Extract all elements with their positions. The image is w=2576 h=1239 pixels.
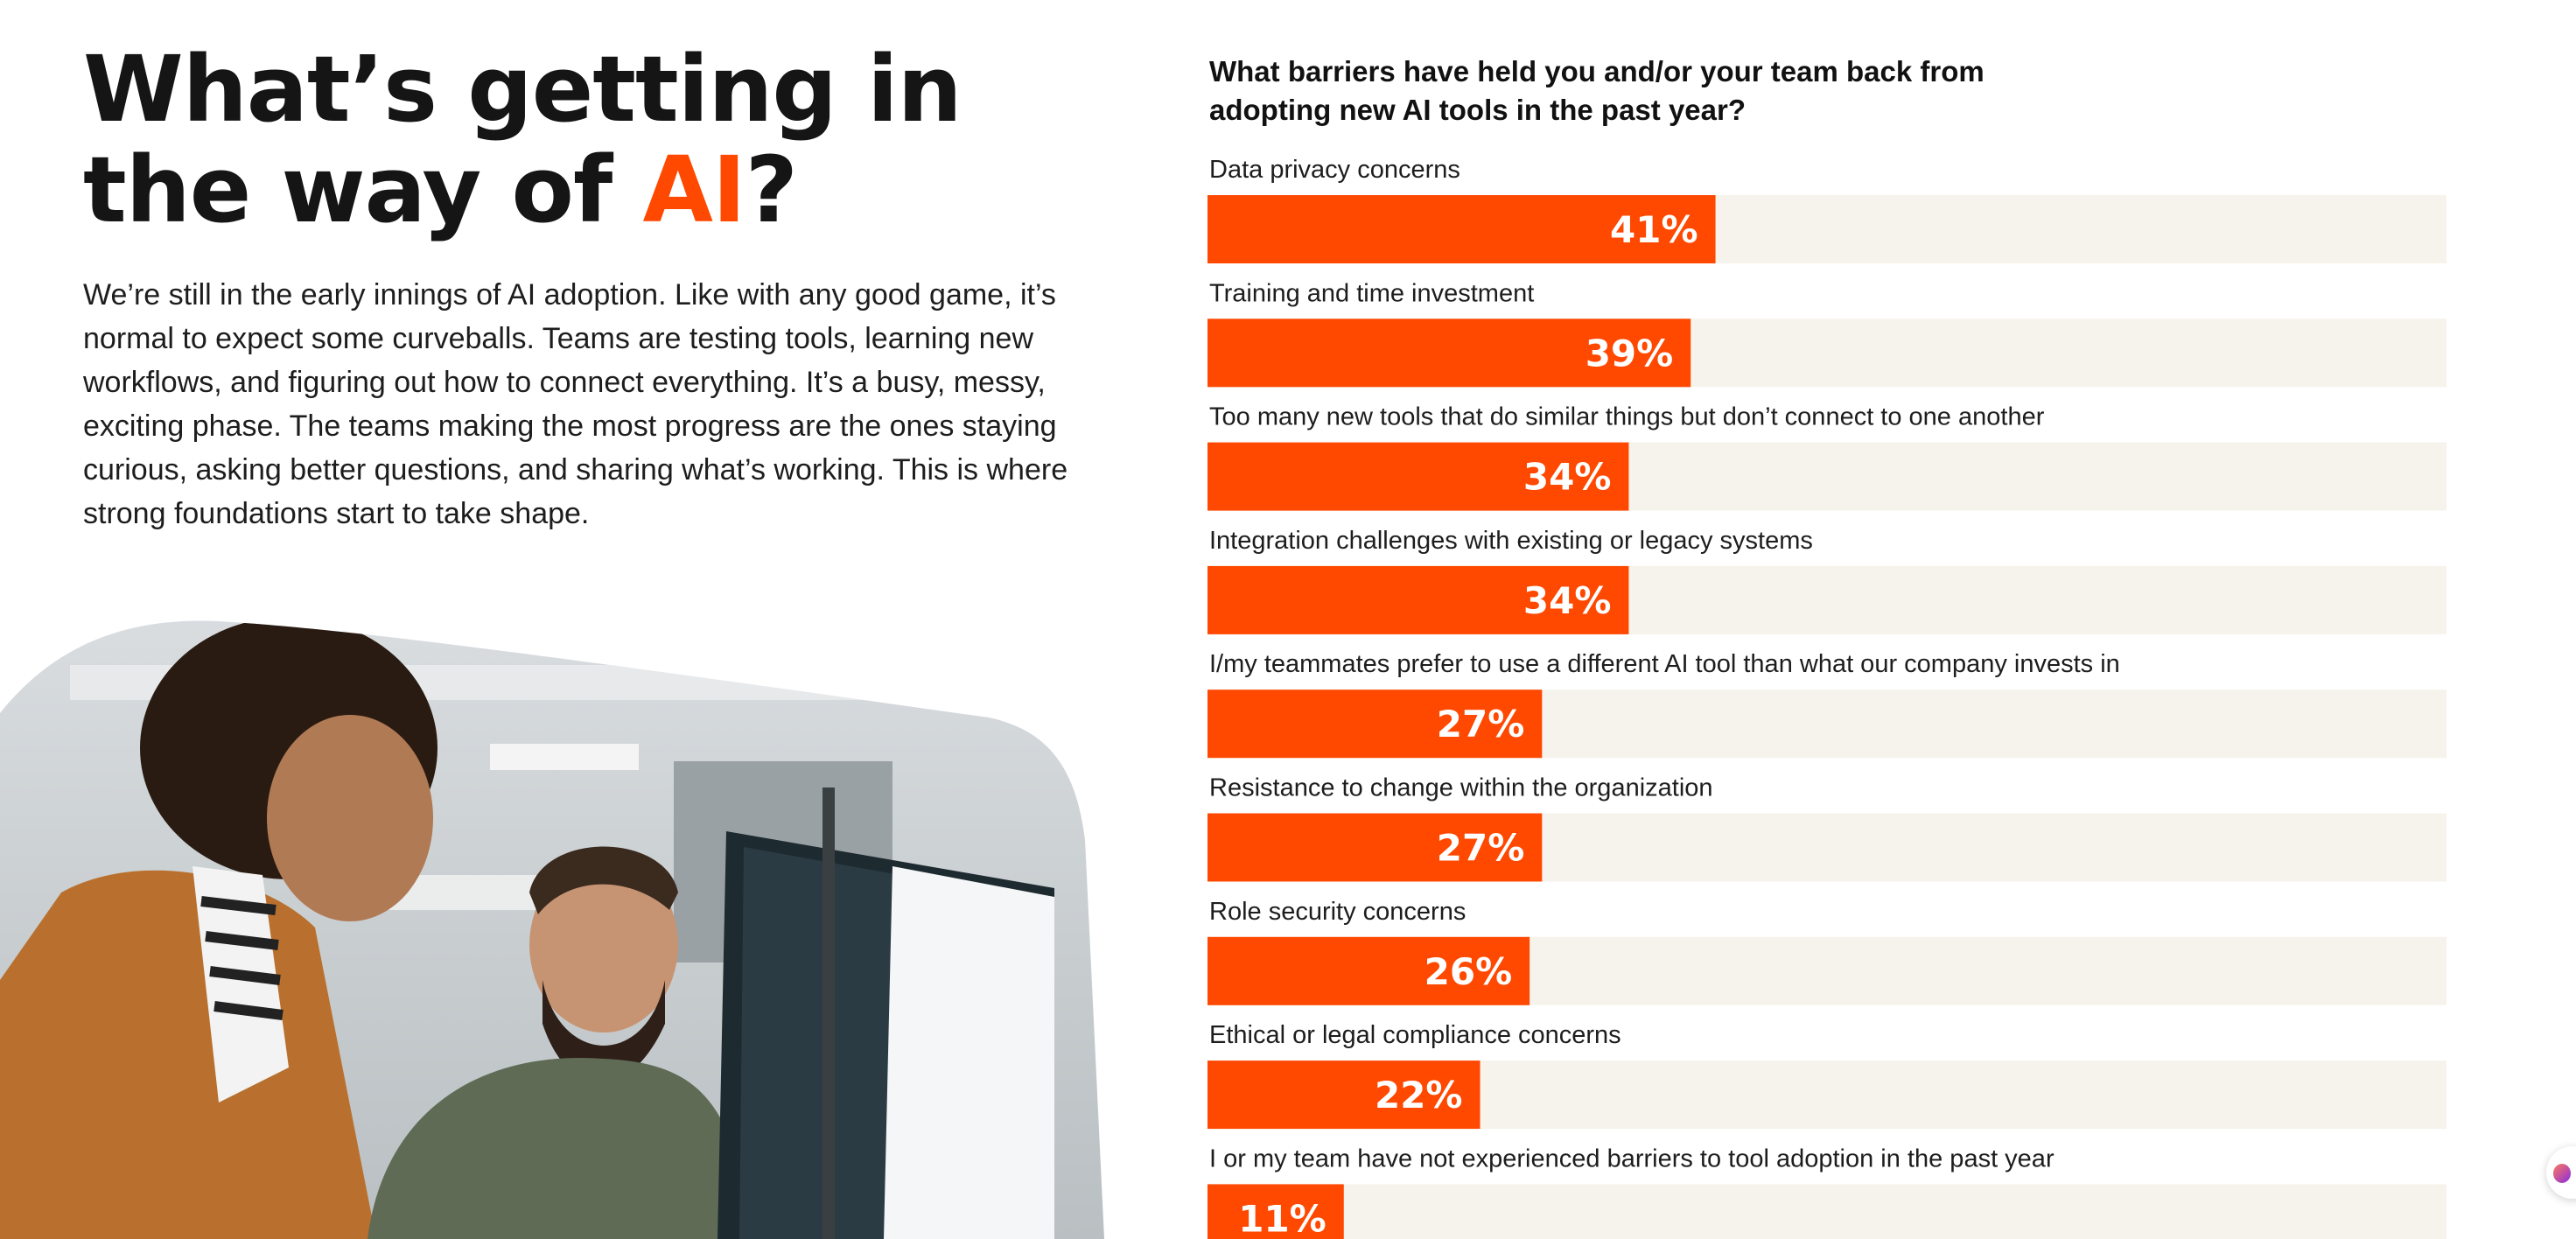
bar-value-label: 27%: [1437, 827, 1525, 870]
bar: [1208, 690, 1543, 759]
hero-photo-illustration: [0, 620, 1104, 1239]
bar-category-label: I/my teammates prefer to use a different…: [1209, 650, 2120, 678]
headline-accent: AI: [642, 136, 746, 243]
chat-icon: [2553, 1164, 2571, 1183]
bar-value-label: 41%: [1610, 208, 1698, 251]
bar-category-label: Integration challenges with existing or …: [1209, 527, 1813, 555]
headline-line1: What’s getting in: [83, 36, 962, 143]
headline-line2-prefix: the way of: [83, 136, 643, 243]
bar-chart-svg: Data privacy concerns 41% Training and tim…: [1208, 156, 2446, 1239]
bar-value-label: 39%: [1586, 332, 1674, 374]
bar: [1208, 1184, 1344, 1239]
bar-value-label: 22%: [1375, 1074, 1463, 1116]
bar-category-label: Training and time investment: [1209, 279, 1534, 307]
barrier-chart: What barriers have held you and/or your …: [1208, 52, 2450, 1239]
bar-value-label: 34%: [1523, 456, 1612, 499]
intro-paragraph: We’re still in the early innings of AI a…: [83, 278, 1068, 530]
chart-title: What barriers have held you and/or your …: [1209, 55, 1984, 126]
bar: [1208, 318, 1691, 388]
bar: [1208, 565, 1629, 634]
bar-category-label: Data privacy concerns: [1209, 156, 1460, 184]
bar-category-label: Too many new tools that do similar thing…: [1209, 403, 2045, 431]
bar: [1208, 195, 1716, 263]
bar-category-label: I or my team have not experienced barrie…: [1209, 1144, 2054, 1172]
bar-track: [1208, 1184, 2446, 1239]
bar-category-label: Resistance to change within the organiza…: [1209, 774, 1713, 802]
bar: [1208, 813, 1543, 882]
bar-category-label: Ethical or legal compliance concerns: [1209, 1021, 1621, 1049]
bar-category-label: Role security concerns: [1209, 898, 1466, 926]
bar: [1208, 936, 1530, 1005]
bar-value-label: 27%: [1437, 703, 1525, 746]
bar-value-label: 11%: [1238, 1197, 1326, 1239]
bar-value-label: 34%: [1523, 579, 1612, 622]
page-headline: What’s getting in the way of AI?: [83, 39, 962, 241]
bar-value-label: 26%: [1424, 950, 1513, 993]
hero-photo: [0, 612, 1120, 1239]
chat-launcher-button[interactable]: [2546, 1146, 2576, 1199]
headline-line2-suffix: ?: [745, 136, 798, 243]
bar: [1208, 1060, 1480, 1130]
bar: [1208, 442, 1629, 511]
